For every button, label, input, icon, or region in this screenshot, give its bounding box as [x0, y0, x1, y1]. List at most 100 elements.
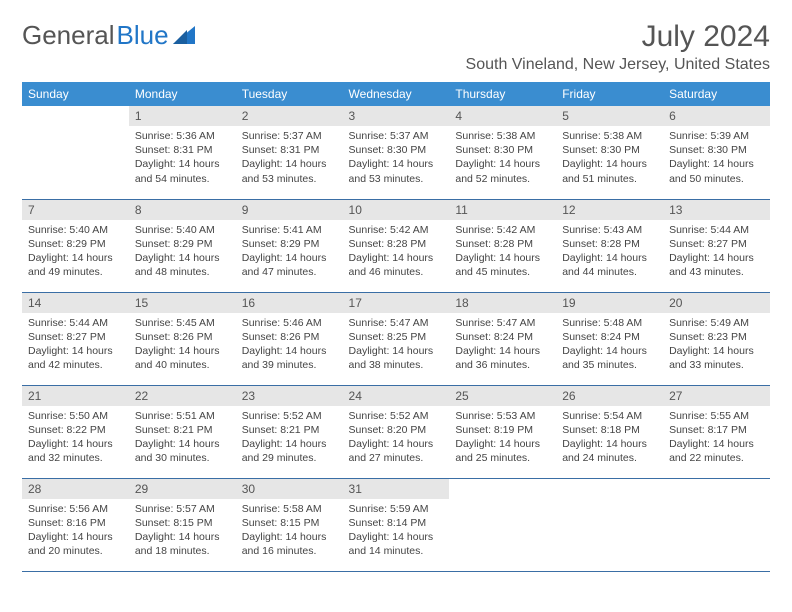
day-details: Sunrise: 5:40 AMSunset: 8:29 PMDaylight:…: [129, 220, 236, 286]
day-detail-line: Sunrise: 5:36 AM: [135, 129, 230, 143]
day-detail-line: Sunrise: 5:56 AM: [28, 502, 123, 516]
day-detail-line: and 46 minutes.: [349, 265, 444, 279]
calendar-day-cell: 5Sunrise: 5:38 AMSunset: 8:30 PMDaylight…: [556, 106, 663, 199]
day-detail-line: and 48 minutes.: [135, 265, 230, 279]
day-detail-line: Sunset: 8:15 PM: [242, 516, 337, 530]
day-details: Sunrise: 5:53 AMSunset: 8:19 PMDaylight:…: [449, 406, 556, 472]
calendar-day-cell: 11Sunrise: 5:42 AMSunset: 8:28 PMDayligh…: [449, 199, 556, 292]
day-detail-line: Daylight: 14 hours: [135, 530, 230, 544]
day-details: Sunrise: 5:37 AMSunset: 8:31 PMDaylight:…: [236, 126, 343, 192]
day-detail-line: Sunrise: 5:43 AM: [562, 223, 657, 237]
calendar-day-cell: [556, 478, 663, 571]
day-detail-line: Daylight: 14 hours: [135, 437, 230, 451]
day-detail-line: Sunrise: 5:38 AM: [455, 129, 550, 143]
day-detail-line: and 44 minutes.: [562, 265, 657, 279]
calendar-day-cell: 19Sunrise: 5:48 AMSunset: 8:24 PMDayligh…: [556, 292, 663, 385]
day-detail-line: Sunset: 8:25 PM: [349, 330, 444, 344]
day-details: Sunrise: 5:52 AMSunset: 8:20 PMDaylight:…: [343, 406, 450, 472]
day-details: Sunrise: 5:47 AMSunset: 8:25 PMDaylight:…: [343, 313, 450, 379]
day-details: Sunrise: 5:51 AMSunset: 8:21 PMDaylight:…: [129, 406, 236, 472]
calendar-day-cell: 17Sunrise: 5:47 AMSunset: 8:25 PMDayligh…: [343, 292, 450, 385]
day-details: Sunrise: 5:59 AMSunset: 8:14 PMDaylight:…: [343, 499, 450, 565]
day-number: 29: [129, 479, 236, 499]
day-number: 14: [22, 293, 129, 313]
day-detail-line: Sunset: 8:18 PM: [562, 423, 657, 437]
weekday-header-row: Sunday Monday Tuesday Wednesday Thursday…: [22, 82, 770, 106]
month-title: July 2024: [466, 20, 770, 54]
logo-word-2: Blue: [117, 20, 169, 51]
day-details: Sunrise: 5:52 AMSunset: 8:21 PMDaylight:…: [236, 406, 343, 472]
day-detail-line: Daylight: 14 hours: [135, 157, 230, 171]
calendar-day-cell: 29Sunrise: 5:57 AMSunset: 8:15 PMDayligh…: [129, 478, 236, 571]
day-number: 22: [129, 386, 236, 406]
calendar-day-cell: 16Sunrise: 5:46 AMSunset: 8:26 PMDayligh…: [236, 292, 343, 385]
day-detail-line: Sunset: 8:27 PM: [669, 237, 764, 251]
day-detail-line: Daylight: 14 hours: [28, 437, 123, 451]
day-number: 16: [236, 293, 343, 313]
calendar-day-cell: 31Sunrise: 5:59 AMSunset: 8:14 PMDayligh…: [343, 478, 450, 571]
calendar-table: Sunday Monday Tuesday Wednesday Thursday…: [22, 82, 770, 572]
day-detail-line: Sunset: 8:30 PM: [562, 143, 657, 157]
day-detail-line: Daylight: 14 hours: [669, 251, 764, 265]
day-details: Sunrise: 5:50 AMSunset: 8:22 PMDaylight:…: [22, 406, 129, 472]
calendar-day-cell: 26Sunrise: 5:54 AMSunset: 8:18 PMDayligh…: [556, 385, 663, 478]
day-details: Sunrise: 5:58 AMSunset: 8:15 PMDaylight:…: [236, 499, 343, 565]
calendar-day-cell: 3Sunrise: 5:37 AMSunset: 8:30 PMDaylight…: [343, 106, 450, 199]
calendar-day-cell: 8Sunrise: 5:40 AMSunset: 8:29 PMDaylight…: [129, 199, 236, 292]
day-detail-line: Sunrise: 5:59 AM: [349, 502, 444, 516]
day-detail-line: Daylight: 14 hours: [349, 530, 444, 544]
day-detail-line: and 43 minutes.: [669, 265, 764, 279]
day-detail-line: and 22 minutes.: [669, 451, 764, 465]
day-detail-line: and 20 minutes.: [28, 544, 123, 558]
day-detail-line: Sunrise: 5:52 AM: [242, 409, 337, 423]
day-detail-line: Sunrise: 5:58 AM: [242, 502, 337, 516]
day-number: 10: [343, 200, 450, 220]
logo: GeneralBlue: [22, 20, 197, 51]
day-details: Sunrise: 5:48 AMSunset: 8:24 PMDaylight:…: [556, 313, 663, 379]
day-detail-line: Daylight: 14 hours: [242, 437, 337, 451]
day-detail-line: Sunset: 8:27 PM: [28, 330, 123, 344]
day-detail-line: Sunset: 8:15 PM: [135, 516, 230, 530]
day-detail-line: Daylight: 14 hours: [242, 344, 337, 358]
day-detail-line: Sunrise: 5:52 AM: [349, 409, 444, 423]
day-detail-line: Daylight: 14 hours: [242, 530, 337, 544]
day-detail-line: Daylight: 14 hours: [455, 251, 550, 265]
day-detail-line: Sunset: 8:17 PM: [669, 423, 764, 437]
day-details: Sunrise: 5:44 AMSunset: 8:27 PMDaylight:…: [22, 313, 129, 379]
day-detail-line: and 53 minutes.: [349, 172, 444, 186]
day-number: 24: [343, 386, 450, 406]
day-detail-line: Daylight: 14 hours: [669, 344, 764, 358]
day-detail-line: and 33 minutes.: [669, 358, 764, 372]
day-detail-line: and 29 minutes.: [242, 451, 337, 465]
day-detail-line: and 52 minutes.: [455, 172, 550, 186]
calendar-day-cell: 9Sunrise: 5:41 AMSunset: 8:29 PMDaylight…: [236, 199, 343, 292]
day-detail-line: Sunset: 8:16 PM: [28, 516, 123, 530]
day-detail-line: Sunrise: 5:42 AM: [349, 223, 444, 237]
calendar-day-cell: 18Sunrise: 5:47 AMSunset: 8:24 PMDayligh…: [449, 292, 556, 385]
location-text: South Vineland, New Jersey, United State…: [466, 56, 770, 74]
weekday-header: Friday: [556, 82, 663, 106]
day-number: 13: [663, 200, 770, 220]
day-detail-line: Sunset: 8:29 PM: [135, 237, 230, 251]
day-detail-line: Sunrise: 5:55 AM: [669, 409, 764, 423]
header-row: GeneralBlue July 2024 South Vineland, Ne…: [22, 20, 770, 80]
calendar-week-row: 14Sunrise: 5:44 AMSunset: 8:27 PMDayligh…: [22, 292, 770, 385]
day-detail-line: and 30 minutes.: [135, 451, 230, 465]
day-detail-line: Sunset: 8:30 PM: [455, 143, 550, 157]
day-detail-line: and 42 minutes.: [28, 358, 123, 372]
calendar-day-cell: [663, 478, 770, 571]
day-detail-line: Sunset: 8:21 PM: [135, 423, 230, 437]
day-number: 4: [449, 106, 556, 126]
calendar-day-cell: 10Sunrise: 5:42 AMSunset: 8:28 PMDayligh…: [343, 199, 450, 292]
day-detail-line: Sunrise: 5:46 AM: [242, 316, 337, 330]
logo-word-1: General: [22, 20, 115, 51]
day-detail-line: and 40 minutes.: [135, 358, 230, 372]
calendar-day-cell: 21Sunrise: 5:50 AMSunset: 8:22 PMDayligh…: [22, 385, 129, 478]
day-detail-line: Sunset: 8:23 PM: [669, 330, 764, 344]
day-number: 23: [236, 386, 343, 406]
day-detail-line: Sunset: 8:28 PM: [455, 237, 550, 251]
calendar-day-cell: 27Sunrise: 5:55 AMSunset: 8:17 PMDayligh…: [663, 385, 770, 478]
day-detail-line: Sunrise: 5:37 AM: [349, 129, 444, 143]
calendar-week-row: 21Sunrise: 5:50 AMSunset: 8:22 PMDayligh…: [22, 385, 770, 478]
day-detail-line: Sunrise: 5:45 AM: [135, 316, 230, 330]
